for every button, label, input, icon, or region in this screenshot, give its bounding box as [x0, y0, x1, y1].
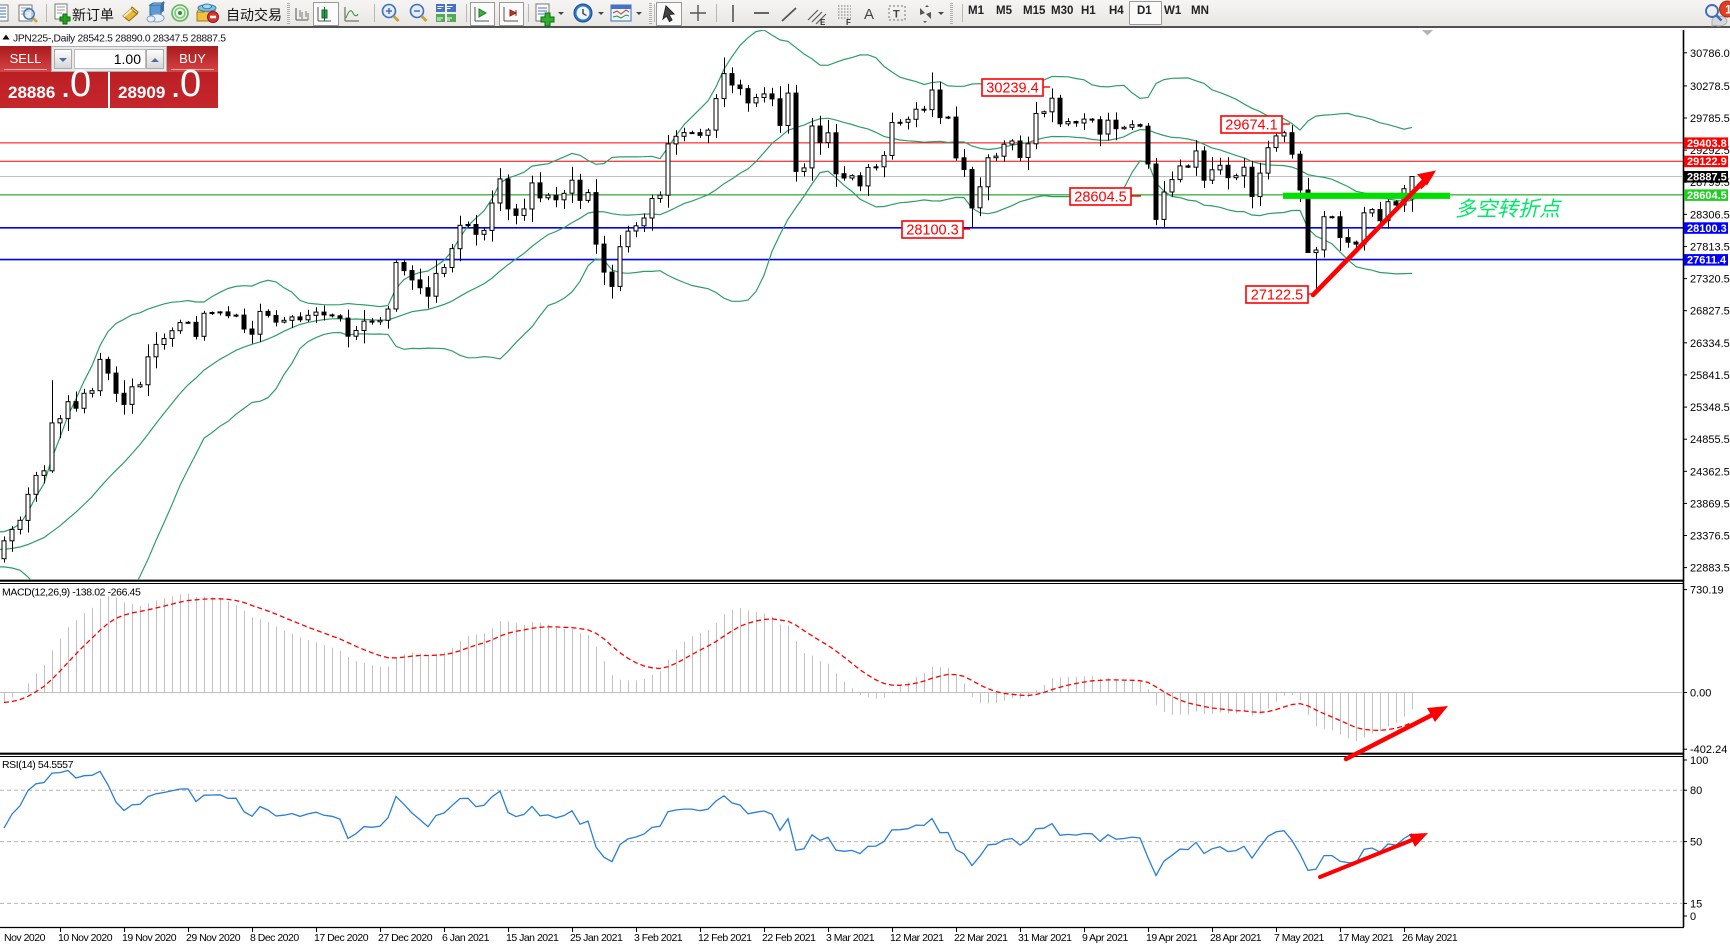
svg-text:3 Mar 2021: 3 Mar 2021	[826, 932, 875, 944]
svg-text:A: A	[864, 6, 874, 23]
svg-text:0: 0	[1690, 911, 1696, 923]
svg-text:23376.5: 23376.5	[1690, 531, 1730, 543]
svg-text:25841.5: 25841.5	[1690, 370, 1730, 382]
svg-text:28100.3: 28100.3	[1687, 223, 1727, 235]
svg-text:24362.5: 24362.5	[1690, 466, 1730, 478]
svg-text:E: E	[820, 18, 826, 27]
svg-text:25348.5: 25348.5	[1690, 402, 1730, 414]
svg-text:22883.5: 22883.5	[1690, 563, 1730, 575]
svg-text:29674.1: 29674.1	[1225, 118, 1277, 134]
svg-text:3 Feb 2021: 3 Feb 2021	[634, 932, 683, 944]
svg-text:28 Apr 2021: 28 Apr 2021	[1210, 932, 1262, 944]
svg-text:6 Jan 2021: 6 Jan 2021	[442, 932, 490, 944]
svg-text:23869.5: 23869.5	[1690, 498, 1730, 510]
svg-text:17 Dec 2020: 17 Dec 2020	[314, 932, 369, 944]
svg-text:29122.9: 29122.9	[1687, 156, 1727, 168]
svg-text:17 May 2021: 17 May 2021	[1338, 932, 1394, 944]
svg-text:27 Dec 2020: 27 Dec 2020	[378, 932, 433, 944]
svg-text:多空转折点: 多空转折点	[1455, 198, 1562, 221]
svg-text:26827.5: 26827.5	[1690, 306, 1730, 318]
svg-text:25 Jan 2021: 25 Jan 2021	[570, 932, 623, 944]
svg-text:30786.0: 30786.0	[1690, 48, 1730, 60]
svg-text:22 Mar 2021: 22 Mar 2021	[954, 932, 1008, 944]
svg-text:19 Nov 2020: 19 Nov 2020	[122, 932, 177, 944]
svg-text:15 Jan 2021: 15 Jan 2021	[506, 932, 559, 944]
svg-text:27813.5: 27813.5	[1690, 242, 1730, 254]
svg-text:27320.5: 27320.5	[1690, 274, 1730, 286]
svg-text:8 Dec 2020: 8 Dec 2020	[250, 932, 299, 944]
svg-text:F: F	[846, 18, 851, 27]
svg-text:12 Feb 2021: 12 Feb 2021	[698, 932, 752, 944]
svg-text:29403.8: 29403.8	[1687, 138, 1727, 150]
svg-text:31 Mar 2021: 31 Mar 2021	[1018, 932, 1072, 944]
svg-text:26 May 2021: 26 May 2021	[1402, 932, 1458, 944]
svg-text:50: 50	[1690, 837, 1702, 849]
svg-text:T: T	[893, 9, 900, 21]
svg-text:30239.4: 30239.4	[986, 81, 1038, 97]
svg-text:7 May 2021: 7 May 2021	[1274, 932, 1325, 944]
svg-text:28306.5: 28306.5	[1690, 209, 1730, 221]
svg-text:12 Mar 2021: 12 Mar 2021	[890, 932, 944, 944]
svg-text:30278.5: 30278.5	[1690, 81, 1730, 93]
svg-text:0.00: 0.00	[1690, 688, 1711, 700]
svg-text:24855.5: 24855.5	[1690, 434, 1730, 446]
svg-text:Nov 2020: Nov 2020	[4, 932, 46, 944]
svg-text:JPN225-,Daily 28542.5 28890.0: JPN225-,Daily 28542.5 28890.0 28347.5 28…	[13, 34, 226, 45]
svg-text:100: 100	[1690, 755, 1708, 767]
svg-text:22 Feb 2021: 22 Feb 2021	[762, 932, 816, 944]
svg-text:28604.5: 28604.5	[1687, 190, 1727, 202]
svg-text:29 Nov 2020: 29 Nov 2020	[186, 932, 241, 944]
svg-text:27122.5: 27122.5	[1251, 288, 1303, 304]
svg-text:1: 1	[1725, 3, 1730, 17]
svg-text:28604.5: 28604.5	[1074, 190, 1126, 206]
svg-text:28100.3: 28100.3	[906, 223, 958, 239]
svg-text:10 Nov 2020: 10 Nov 2020	[58, 932, 113, 944]
svg-text:29785.5: 29785.5	[1690, 113, 1730, 125]
svg-text:28887.5: 28887.5	[1687, 172, 1727, 184]
svg-text:9 Apr 2021: 9 Apr 2021	[1082, 932, 1128, 944]
svg-text:RSI(14) 54.5557: RSI(14) 54.5557	[2, 759, 74, 771]
svg-text:MACD(12,26,9) -138.02 -266.45: MACD(12,26,9) -138.02 -266.45	[2, 587, 141, 599]
svg-text:730.19: 730.19	[1690, 585, 1724, 597]
svg-text:19 Apr 2021: 19 Apr 2021	[1146, 932, 1198, 944]
svg-text:26334.5: 26334.5	[1690, 338, 1730, 350]
svg-text:27611.4: 27611.4	[1687, 255, 1727, 267]
svg-text:15: 15	[1690, 898, 1702, 910]
svg-text:80: 80	[1690, 785, 1702, 797]
